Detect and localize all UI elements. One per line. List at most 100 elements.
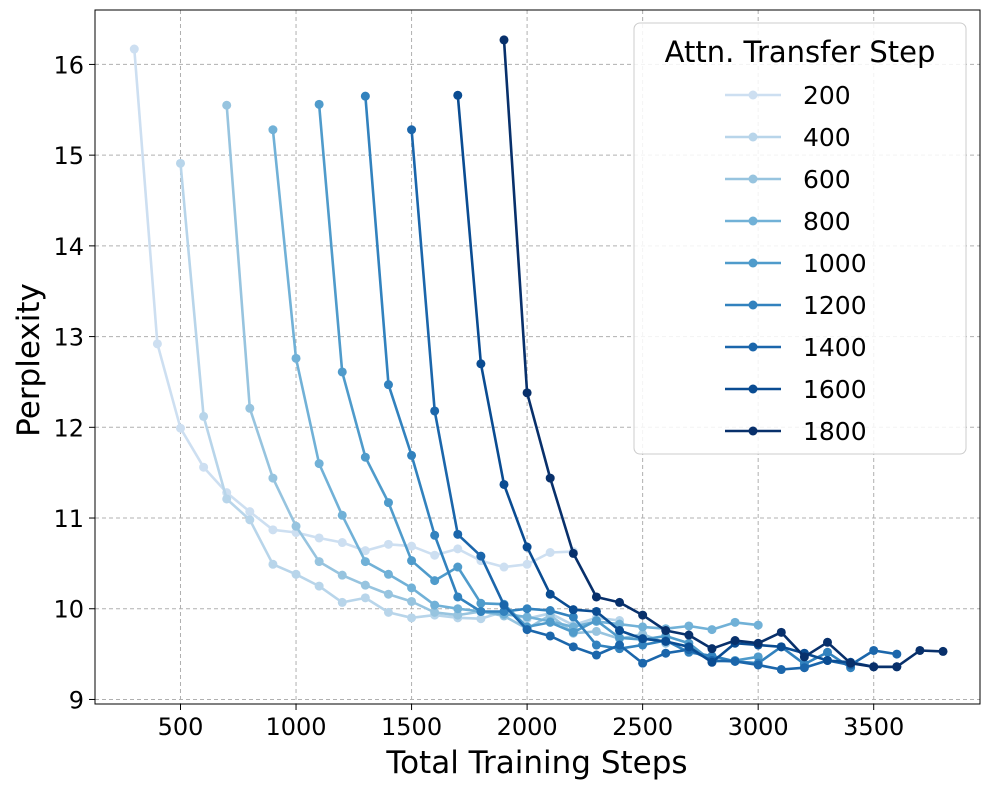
data-point <box>638 634 648 644</box>
data-point <box>383 539 393 549</box>
data-point <box>869 662 879 672</box>
legend-item-1800: 1800 <box>725 417 867 446</box>
x-axis-title: Total Training Steps <box>385 745 687 781</box>
data-point <box>314 557 324 567</box>
data-point <box>522 388 532 398</box>
series-1400 <box>407 125 902 675</box>
data-point <box>822 637 832 647</box>
data-point <box>453 604 463 614</box>
data-point <box>499 600 509 610</box>
data-point <box>476 614 486 624</box>
data-point <box>568 605 578 615</box>
data-point <box>499 35 509 45</box>
series-1800 <box>499 35 948 672</box>
series-lines <box>129 35 948 675</box>
y-tick-label: 9 <box>69 686 84 714</box>
data-point <box>707 657 717 667</box>
data-point <box>499 479 509 489</box>
data-point <box>661 626 671 636</box>
y-tick-label: 16 <box>53 51 84 79</box>
legend-label: 200 <box>803 81 851 110</box>
x-tick-label: 1500 <box>381 713 442 741</box>
data-point <box>638 610 648 620</box>
data-point <box>753 652 763 662</box>
data-point <box>684 630 694 640</box>
y-tick-label: 11 <box>53 505 84 533</box>
data-point <box>591 650 601 660</box>
data-point <box>522 542 532 552</box>
data-point <box>222 494 232 504</box>
x-tick-label: 2000 <box>497 713 558 741</box>
y-axis-title: Perplexity <box>11 283 47 437</box>
data-point <box>591 616 601 626</box>
legend-label: 1400 <box>803 333 867 362</box>
data-point <box>268 473 278 483</box>
data-point <box>407 596 417 606</box>
data-point <box>129 44 139 54</box>
data-point <box>568 548 578 558</box>
data-point <box>499 562 509 572</box>
legend-label: 1600 <box>803 375 867 404</box>
data-point <box>407 613 417 623</box>
axis-ticks: 500 1000 1500 2000 2500 3000 3500 9 10 11 12 13 14 15… <box>53 51 904 741</box>
data-point <box>545 589 555 599</box>
data-point <box>291 521 301 531</box>
data-point <box>684 621 694 631</box>
data-point <box>291 569 301 579</box>
data-point <box>730 656 740 666</box>
data-point <box>430 530 440 540</box>
data-point <box>383 607 393 617</box>
data-point <box>476 551 486 561</box>
data-point <box>430 576 440 586</box>
y-tick-label: 13 <box>53 324 84 352</box>
data-point <box>568 642 578 652</box>
data-point <box>638 640 648 650</box>
series-400 <box>175 158 625 630</box>
data-point <box>638 622 648 632</box>
x-tick-label: 1000 <box>265 713 326 741</box>
data-point <box>591 626 601 636</box>
data-point <box>799 663 809 673</box>
data-point <box>383 380 393 390</box>
legend-swatch-marker <box>748 426 758 436</box>
data-point <box>453 592 463 602</box>
data-point <box>360 452 370 462</box>
legend-item-600: 600 <box>725 165 851 194</box>
series-line-400 <box>179 163 620 627</box>
data-point <box>776 642 786 652</box>
data-point <box>291 353 301 363</box>
data-point <box>314 459 324 469</box>
data-point <box>360 91 370 101</box>
data-point <box>407 450 417 460</box>
x-tick-label: 500 <box>158 713 204 741</box>
data-point <box>430 607 440 617</box>
legend-item-1000: 1000 <box>725 249 867 278</box>
data-point <box>615 640 625 650</box>
data-point <box>615 626 625 636</box>
legend-swatch-marker <box>748 216 758 226</box>
legend-item-1400: 1400 <box>725 333 867 362</box>
legend-title: Attn. Transfer Step <box>665 35 936 69</box>
series-line-200 <box>133 48 574 569</box>
data-point <box>730 635 740 645</box>
data-point <box>314 99 324 109</box>
data-point <box>591 606 601 616</box>
data-point <box>175 158 185 168</box>
data-point <box>407 556 417 566</box>
data-point <box>684 642 694 652</box>
data-point <box>383 589 393 599</box>
data-point <box>453 544 463 554</box>
data-point <box>753 620 763 630</box>
data-point <box>222 100 232 110</box>
data-point <box>407 125 417 135</box>
data-point <box>268 559 278 569</box>
legend-swatch-marker <box>748 384 758 394</box>
legend-swatch-marker <box>748 174 758 184</box>
data-point <box>522 612 532 622</box>
legend-swatch-marker <box>748 342 758 352</box>
data-point <box>407 583 417 593</box>
data-point <box>846 658 856 668</box>
data-point <box>337 510 347 520</box>
data-point <box>199 462 209 472</box>
